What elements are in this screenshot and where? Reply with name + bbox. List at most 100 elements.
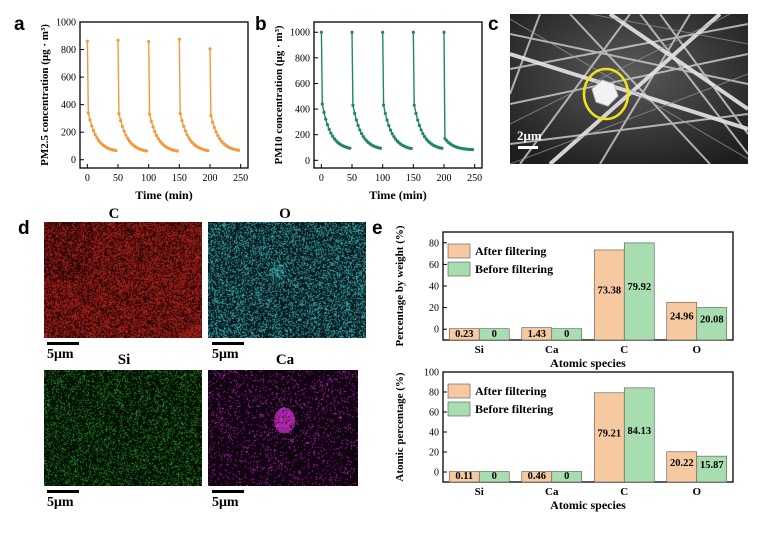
data-label: 73.38 xyxy=(597,286,621,297)
y-tick-label: 40 xyxy=(429,282,439,293)
data-point xyxy=(154,133,159,137)
data-label: 15.87 xyxy=(700,460,724,471)
eds-map-c-title: C xyxy=(108,206,120,222)
data-point xyxy=(236,148,241,152)
data-point xyxy=(419,128,423,132)
data-point xyxy=(178,111,182,116)
data-point xyxy=(409,146,413,151)
x-tick-label: 0 xyxy=(319,173,324,184)
y-tick-label: 60 xyxy=(429,260,439,271)
data-point xyxy=(212,125,216,130)
x-tick-label: 150 xyxy=(172,173,187,184)
x-tick-label: 100 xyxy=(141,173,156,184)
data-point xyxy=(331,134,335,138)
sem-image: 2μm xyxy=(510,14,748,164)
y-tick-label: 80 xyxy=(429,388,439,399)
y-tick-label: 1000 xyxy=(290,28,310,39)
x-tick-label: 0 xyxy=(85,173,90,184)
bar-before-filtering xyxy=(696,455,728,483)
data-point xyxy=(97,138,101,142)
data-point xyxy=(125,136,130,140)
eds-map-silicon xyxy=(44,370,202,486)
data-point xyxy=(417,123,422,128)
y-tick-label: 20 xyxy=(429,303,439,314)
eds-map-oxygen xyxy=(208,222,366,338)
sem-fibers: 2μm xyxy=(510,14,748,164)
data-label: 0.11 xyxy=(455,471,473,482)
data-point xyxy=(149,119,153,123)
data-point xyxy=(416,118,420,122)
data-point xyxy=(388,128,393,132)
panel-label-c: c xyxy=(488,14,499,35)
bar-before-filtering xyxy=(478,471,510,483)
data-point xyxy=(324,117,328,121)
plot-frame xyxy=(313,21,483,169)
data-point xyxy=(390,132,394,136)
data-point xyxy=(88,118,92,122)
bar-before-filtering xyxy=(551,328,583,341)
x-tick-label: 150 xyxy=(406,173,421,184)
x-axis-label: Time (min) xyxy=(135,188,192,202)
data-point xyxy=(383,111,387,116)
data-point xyxy=(319,30,323,34)
category-label: C xyxy=(620,344,628,356)
eds-scale-label-c: 5μm xyxy=(47,347,74,362)
legend-swatch xyxy=(447,401,471,417)
data-label: 84.13 xyxy=(627,426,651,437)
chart-e-atomic: 0 20 40 60 80 100 Si0.11 0 Ca 0.46 0 C 79.21 84.13 O 20… xyxy=(394,368,734,512)
data-point xyxy=(325,123,330,127)
data-label: 79.92 xyxy=(627,282,651,293)
y-tick-label: 20 xyxy=(429,448,439,459)
category-label: O xyxy=(692,486,701,498)
eds-map-o-title: O xyxy=(279,206,291,222)
bar-before-filtering xyxy=(478,328,510,341)
panel-label-b: b xyxy=(255,14,267,35)
data-point xyxy=(127,139,131,143)
eds-scale-label-o: 5μm xyxy=(212,347,239,362)
x-tick-label: 200 xyxy=(436,173,451,184)
data-point xyxy=(387,123,391,128)
series-line-cycle-1 xyxy=(320,32,351,149)
y-tick-label: 80 xyxy=(429,238,439,249)
y-axis-label: Atomic percentage (%) xyxy=(394,372,406,481)
category-label: Si xyxy=(475,344,484,356)
data-point xyxy=(421,131,425,136)
data-point xyxy=(175,149,179,153)
data-point xyxy=(411,30,415,34)
y-tick-label: 400 xyxy=(295,105,310,116)
series-line-cycle-3 xyxy=(382,32,412,150)
data-point xyxy=(214,130,218,134)
data-label: 0 xyxy=(564,329,569,340)
data-point xyxy=(385,118,389,122)
y-tick-label: 200 xyxy=(61,128,76,139)
data-point xyxy=(183,129,188,133)
bar-after-filtering xyxy=(593,392,625,483)
data-point xyxy=(180,118,184,123)
panel-label-d: d xyxy=(18,218,30,239)
eds-map-carbon xyxy=(44,222,202,338)
data-point xyxy=(116,38,120,42)
eds-scale-label-si: 5μm xyxy=(47,495,74,510)
y-tick-label: 800 xyxy=(61,45,76,56)
x-tick-label: 100 xyxy=(375,173,390,184)
y-tick-label: 100 xyxy=(424,368,439,379)
plot-frame xyxy=(79,21,249,169)
chart-b-pm10: 0 50 100 150 200 250 0 200 400 600 800 1000 Time (mi… xyxy=(273,21,483,202)
data-point xyxy=(442,30,446,34)
data-point xyxy=(359,131,364,136)
bar-after-filtering xyxy=(666,301,698,341)
data-label: 0.46 xyxy=(528,471,546,482)
legend-label: Before filtering xyxy=(475,402,553,416)
x-tick-label: 200 xyxy=(202,173,217,184)
data-point xyxy=(114,148,118,153)
panel-label-e: e xyxy=(372,218,383,239)
data-point xyxy=(361,134,365,139)
legend-label: After filtering xyxy=(475,244,546,258)
data-point xyxy=(381,30,385,34)
series-line-cycle-2 xyxy=(351,32,381,149)
bar-before-filtering xyxy=(551,471,583,483)
y-tick-label: 800 xyxy=(295,53,310,64)
data-point xyxy=(122,129,126,133)
data-point xyxy=(327,127,331,131)
eds-map-calcium xyxy=(208,370,358,486)
